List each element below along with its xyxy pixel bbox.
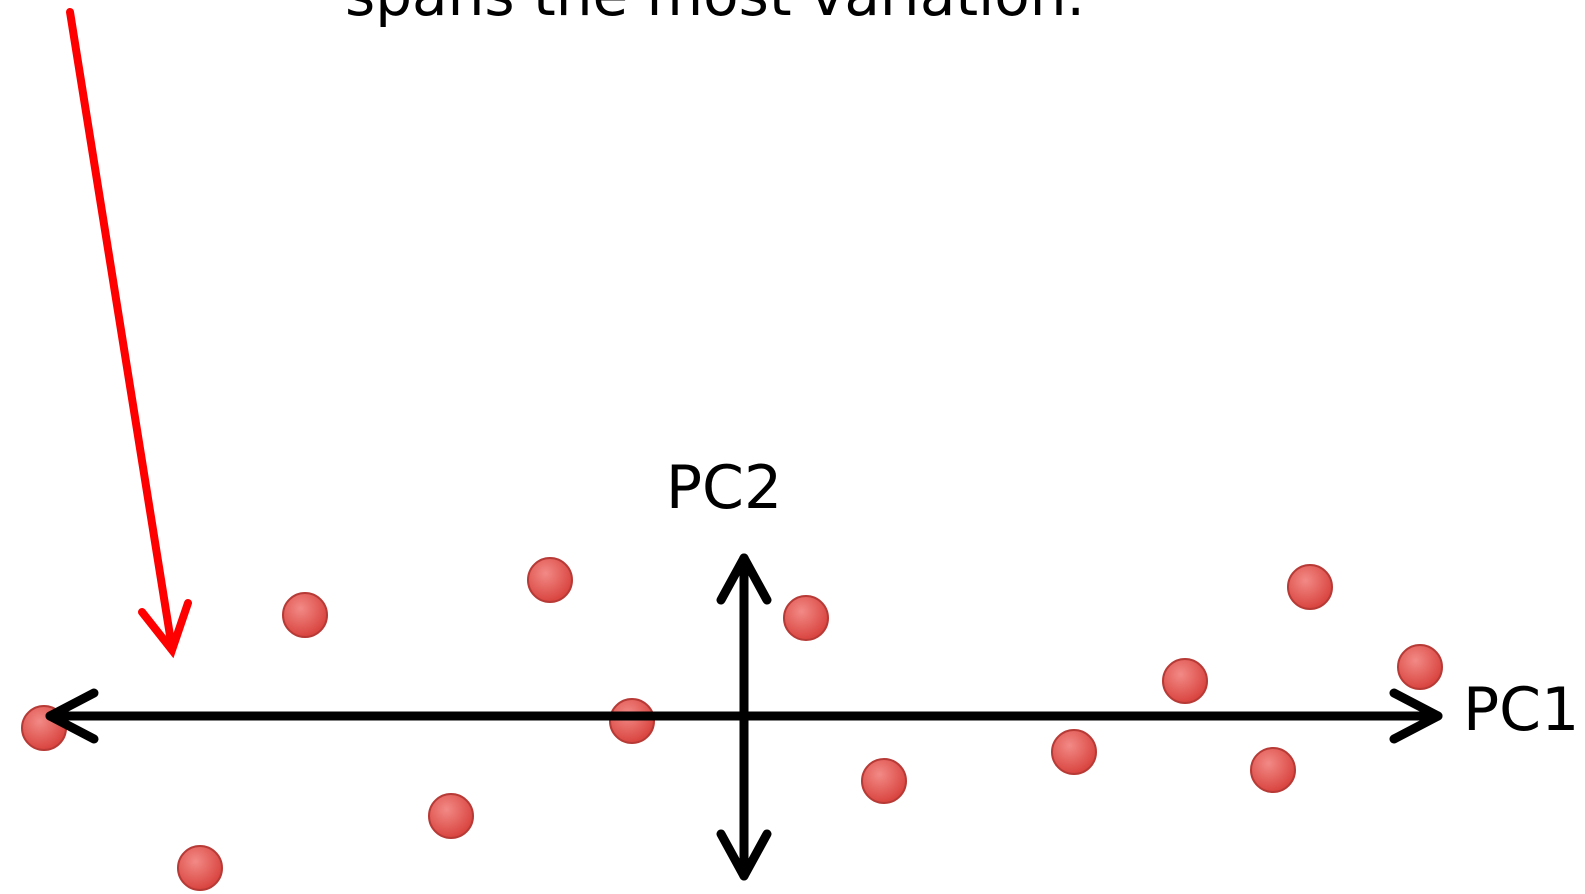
pc2-label: PC2 xyxy=(666,453,782,523)
caption: spans the most variation. xyxy=(345,0,1085,29)
red-pointer xyxy=(66,8,192,659)
pc1-label: PC1 xyxy=(1463,675,1579,745)
points xyxy=(21,557,1443,891)
axes-arrows xyxy=(45,553,1443,881)
